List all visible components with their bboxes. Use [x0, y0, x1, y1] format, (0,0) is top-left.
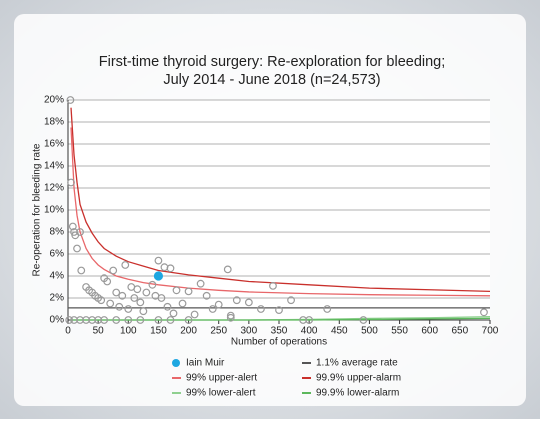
point	[77, 266, 86, 275]
x-tick-label: 100	[120, 326, 137, 337]
point	[169, 309, 178, 318]
point	[275, 306, 283, 315]
point	[269, 282, 277, 290]
x-axis-title: Number of operations	[231, 337, 327, 348]
point	[172, 286, 181, 295]
point	[118, 291, 127, 300]
x-tick-label: 50	[93, 326, 105, 337]
point	[257, 305, 265, 313]
series-line	[70, 107, 491, 293]
series-line	[71, 317, 491, 321]
point	[163, 302, 172, 311]
point	[106, 299, 115, 308]
point	[166, 264, 175, 273]
x-tick-label: 250	[210, 326, 227, 337]
point	[73, 244, 81, 253]
legend-label: 99% lower-alert	[186, 388, 256, 399]
point	[112, 316, 121, 324]
point	[359, 316, 368, 324]
y-tick-label: 4%	[50, 271, 65, 282]
y-tick-label: 14%	[44, 161, 64, 172]
point	[109, 266, 118, 275]
point	[97, 296, 106, 305]
point	[136, 298, 145, 307]
x-tick-label: 150	[150, 326, 167, 337]
point	[166, 316, 175, 324]
x-tick-label: 300	[241, 326, 258, 337]
y-tick-label: 16%	[44, 139, 64, 150]
y-tick-label: 18%	[44, 117, 64, 128]
point	[133, 285, 142, 294]
legend-label: 99.9% lower-alarm	[316, 388, 399, 399]
point	[148, 280, 157, 289]
x-tick-label: 400	[301, 326, 318, 337]
x-tick-label: 550	[391, 326, 408, 337]
y-tick-label: 0%	[50, 315, 65, 326]
point	[202, 291, 211, 300]
point	[136, 316, 145, 324]
point	[226, 313, 235, 322]
legend-label: 99.9% upper-alarm	[316, 373, 401, 384]
point	[196, 279, 205, 288]
y-tick-label: 8%	[50, 227, 65, 238]
point	[480, 308, 488, 317]
point	[223, 265, 232, 274]
legend-label: 1.1% average rate	[316, 358, 398, 369]
point	[244, 298, 253, 307]
point	[130, 294, 139, 302]
point	[142, 288, 151, 297]
y-tick-label: 20%	[44, 95, 64, 106]
point	[115, 302, 124, 311]
point	[139, 307, 148, 316]
y-tick-label: 10%	[44, 205, 64, 216]
point	[184, 316, 193, 324]
x-tick-label: 350	[271, 326, 288, 337]
point	[184, 287, 193, 296]
x-tick-label: 650	[452, 326, 469, 337]
point	[190, 310, 199, 319]
legend-label: 99% upper-alert	[186, 373, 257, 384]
point	[208, 305, 217, 313]
point	[66, 96, 75, 104]
y-tick-label: 2%	[50, 293, 65, 304]
point	[153, 271, 164, 281]
legend-label: Iain Muir	[186, 358, 225, 369]
x-tick-label: 500	[361, 326, 378, 337]
point	[67, 178, 75, 187]
point	[226, 311, 235, 320]
point	[154, 316, 163, 324]
legend-marker	[172, 359, 180, 367]
point	[214, 300, 223, 309]
point	[121, 261, 130, 269]
x-tick-label: 700	[482, 326, 499, 337]
chart-title: First-time thyroid surgery: Re-explorati…	[99, 54, 446, 70]
y-axis-title: Re-operation for bleeding rate	[32, 143, 43, 276]
x-tick-label: 600	[421, 326, 438, 337]
point	[68, 222, 77, 231]
y-tick-label: 12%	[44, 183, 64, 194]
point	[65, 316, 74, 324]
point	[112, 288, 121, 297]
point	[154, 256, 163, 265]
x-tick-label: 450	[331, 326, 348, 337]
point	[124, 316, 133, 324]
x-tick-label: 200	[180, 326, 197, 337]
point	[178, 299, 187, 308]
y-tick-label: 6%	[50, 249, 65, 260]
point	[76, 228, 84, 236]
x-tick-label: 0	[65, 326, 71, 337]
point	[305, 316, 314, 324]
point	[323, 305, 332, 313]
point	[124, 305, 133, 313]
point	[287, 296, 295, 305]
point	[157, 294, 166, 302]
chart-subtitle: July 2014 - June 2018 (n=24,573)	[163, 72, 380, 88]
point	[103, 277, 112, 286]
point	[100, 316, 109, 324]
point	[232, 296, 241, 305]
series-line	[70, 127, 491, 297]
